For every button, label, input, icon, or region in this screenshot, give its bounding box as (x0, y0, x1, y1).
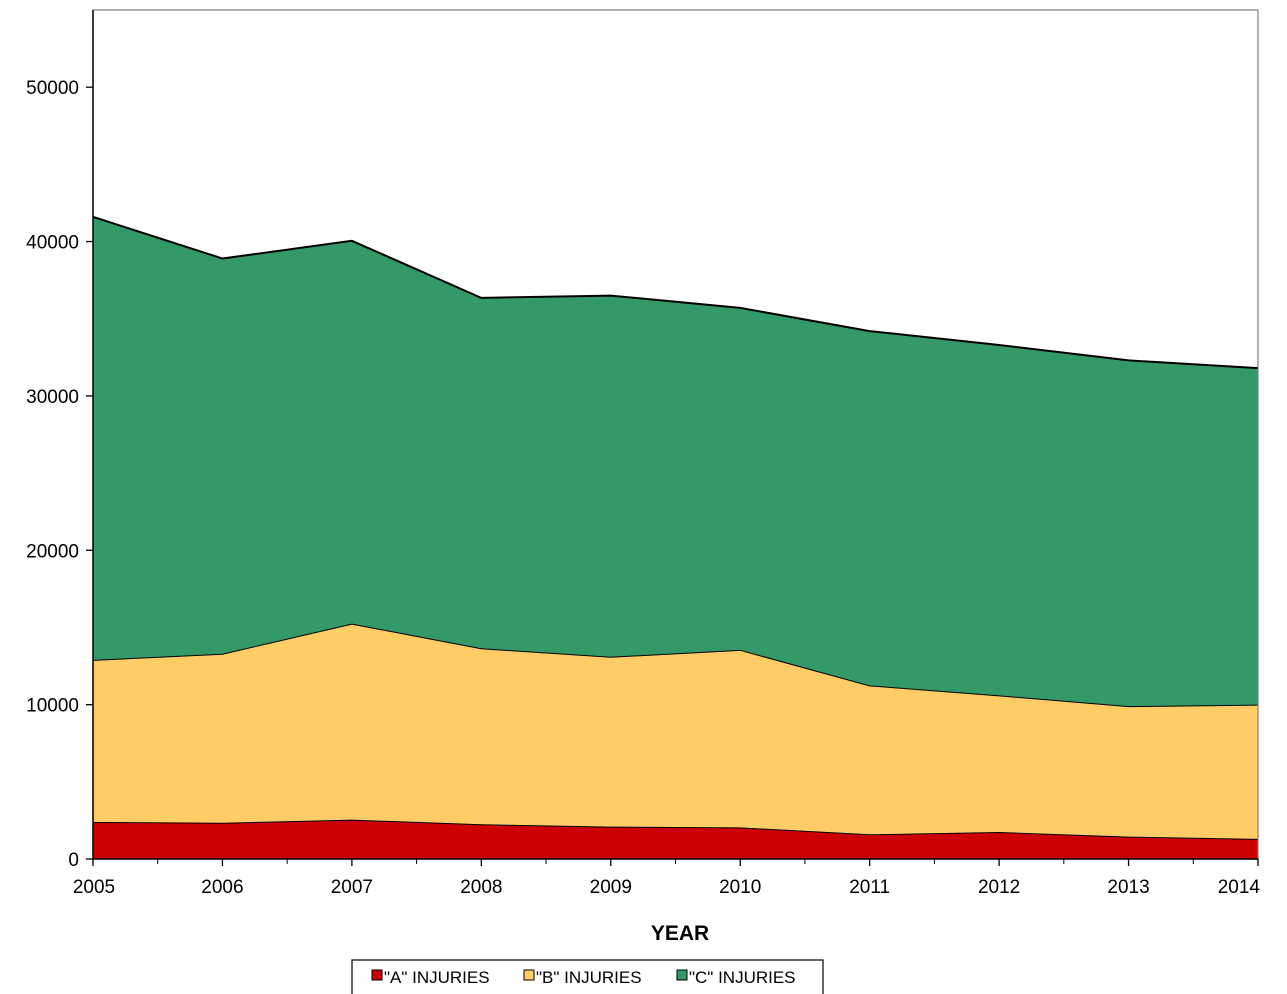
y-tick-label: 30000 (26, 387, 79, 408)
x-tick-label: 2012 (978, 877, 1020, 898)
x-tick-label: 2005 (73, 877, 115, 898)
legend-label-c-injuries: "C" INJURIES (689, 968, 796, 987)
x-tick-label: 2014 (1218, 877, 1261, 898)
x-tick-label: 2010 (719, 877, 761, 898)
x-tick-label: 2007 (331, 877, 373, 898)
legend-swatch-a-injuries (371, 969, 383, 981)
area-a-injuries (93, 819, 1258, 859)
legend: "A" INJURIES "B" INJURIES "C" INJURIES (351, 959, 824, 994)
legend-box (351, 959, 824, 994)
y-tick-label: 50000 (26, 78, 79, 99)
y-tick-label: 20000 (26, 541, 79, 562)
y-tick-label: 0 (68, 850, 79, 871)
x-axis-title: YEAR (651, 922, 709, 945)
legend-label-b-injuries: "B" INJURIES (536, 968, 642, 987)
x-tick-label: 2011 (849, 877, 890, 898)
area-b-injuries (93, 623, 1258, 839)
x-axis: 2005 2006 2007 2008 2009 2010 2011 2012 2013 2014 (73, 858, 1261, 898)
y-tick-label: 40000 (26, 233, 79, 254)
legend-swatch-b-injuries (523, 969, 535, 981)
legend-label-a-injuries: "A" INJURIES (384, 968, 490, 987)
y-tick-label: 10000 (26, 696, 79, 717)
x-tick-label: 2013 (1107, 877, 1149, 898)
area-edge-c-injuries (92, 215, 1259, 370)
x-tick-label: 2009 (590, 877, 632, 898)
legend-swatch-c-injuries (676, 969, 688, 981)
y-axis: 0 10000 20000 30000 40000 50000 (26, 10, 94, 871)
x-tick-label: 2006 (201, 877, 243, 898)
series-areas (92, 215, 1259, 859)
area-c-injuries (93, 216, 1258, 707)
x-tick-label: 2008 (460, 877, 502, 898)
